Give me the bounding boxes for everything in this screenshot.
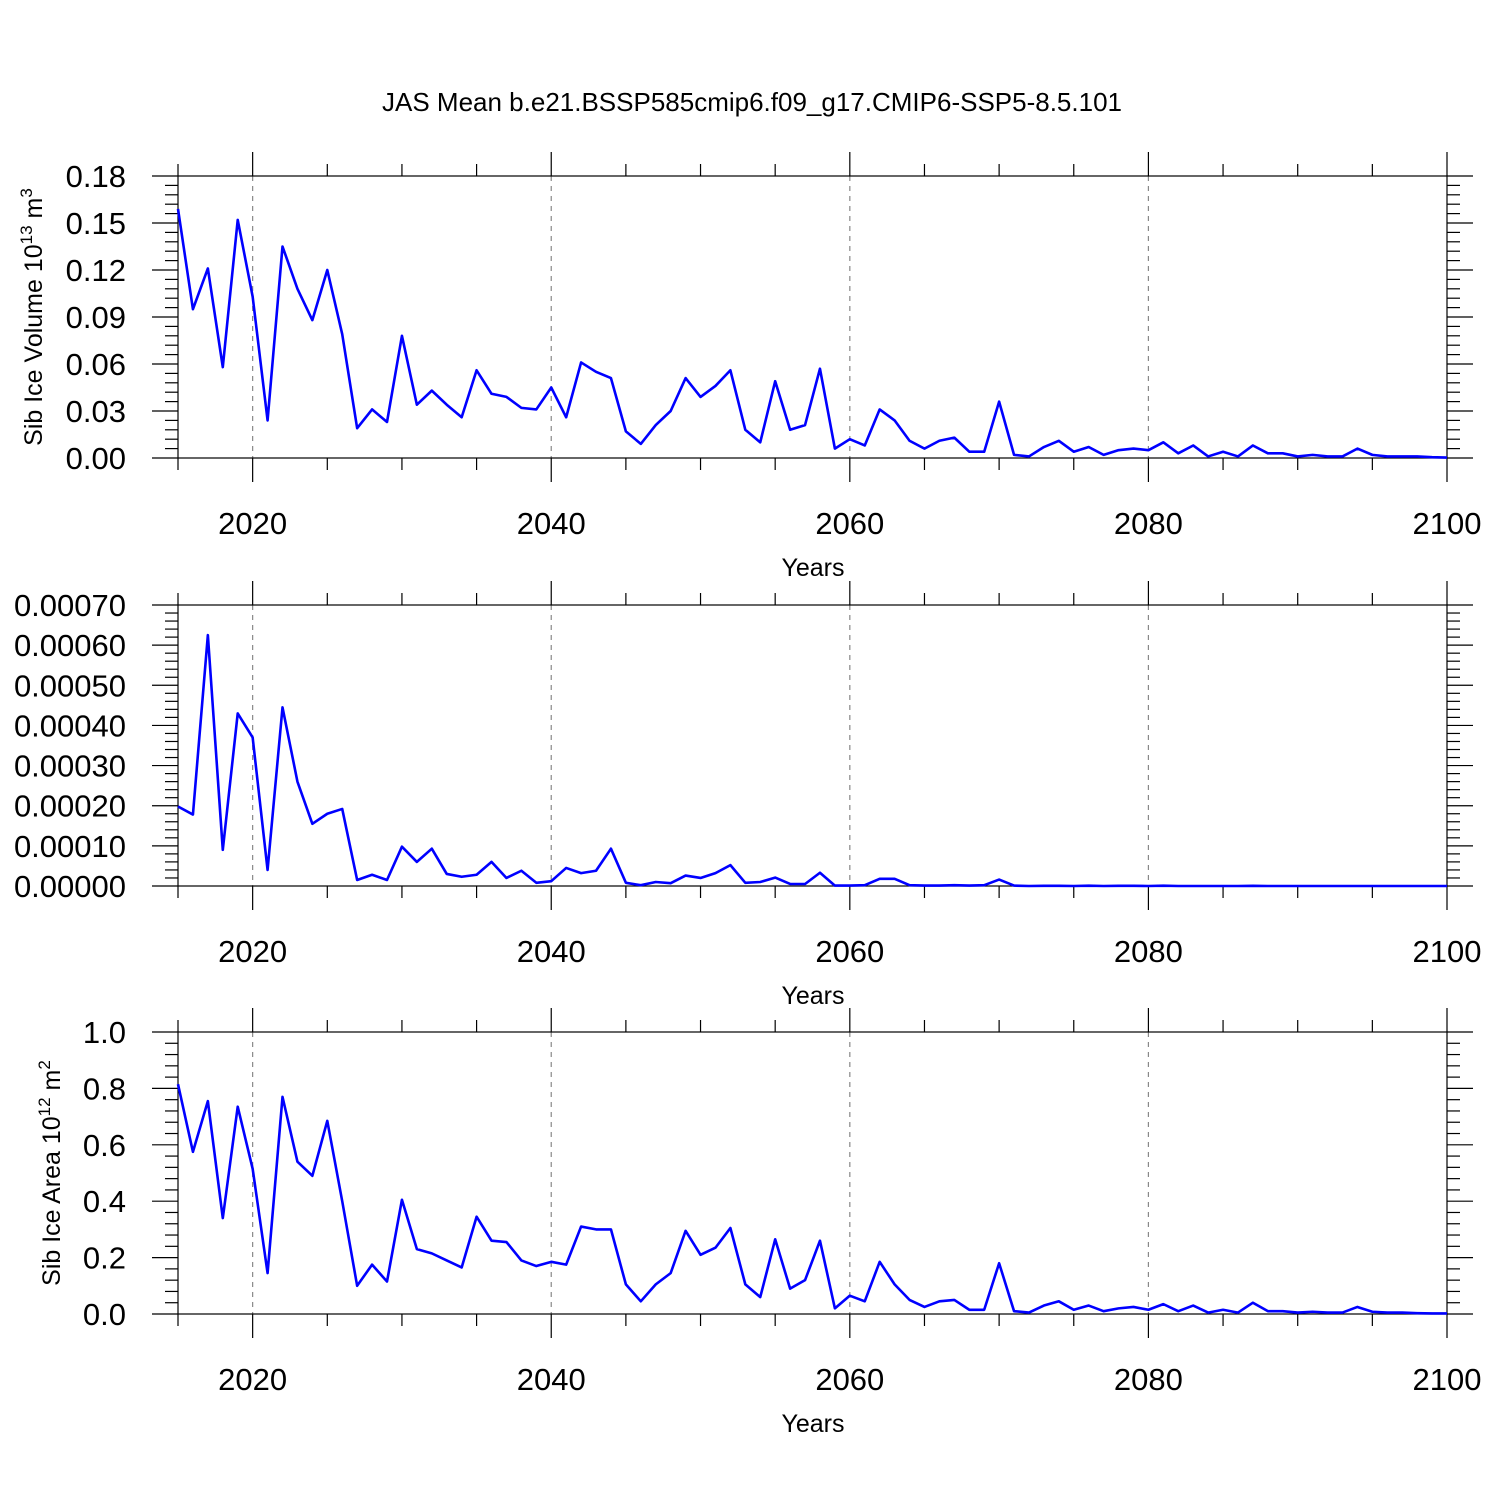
y-tick-label: 0.12 xyxy=(66,253,126,288)
y-tick-label: 0.00 xyxy=(66,441,126,476)
y-tick-label: 1.0 xyxy=(83,1015,126,1050)
y-tick-label: 0.09 xyxy=(66,300,126,335)
x-tick-label: 2100 xyxy=(1413,934,1482,969)
y-tick-label: 0.2 xyxy=(83,1241,126,1276)
x-tick-label: 2020 xyxy=(218,506,287,541)
y-tick-label: 0.00070 xyxy=(14,588,126,623)
x-tick-label: 2040 xyxy=(517,934,586,969)
x-tick-label: 2080 xyxy=(1114,1362,1183,1397)
y-tick-label: 0.18 xyxy=(66,159,126,194)
y-tick-label: 0.00060 xyxy=(14,628,126,663)
y-tick-label: 0.0 xyxy=(83,1297,126,1332)
x-tick-label: 2060 xyxy=(815,1362,884,1397)
x-tick-label: 2020 xyxy=(218,1362,287,1397)
y-tick-label: 0.6 xyxy=(83,1128,126,1163)
y-tick-label: 0.00040 xyxy=(14,708,126,743)
x-axis-title: Years xyxy=(781,982,844,1010)
y-tick-label: 0.03 xyxy=(66,394,126,429)
y-tick-label: 0.8 xyxy=(83,1071,126,1106)
x-tick-label: 2080 xyxy=(1114,506,1183,541)
y-tick-label: 0.15 xyxy=(66,206,126,241)
series-line-1 xyxy=(176,208,1448,459)
x-tick-label: 2040 xyxy=(517,506,586,541)
y-tick-label: 0.00010 xyxy=(14,829,126,864)
x-tick-label: 2080 xyxy=(1114,934,1183,969)
x-axis-title: Years xyxy=(781,554,844,582)
series-line-1 xyxy=(177,633,1447,888)
panel-3: 2020 2040 2060 2080 2100 Years 0.0 0.2 0.4 0.6 0.8… xyxy=(35,1008,1481,1438)
x-tick-label: 2100 xyxy=(1413,1362,1482,1397)
x-tick-label: 2060 xyxy=(815,934,884,969)
x-tick-label: 2020 xyxy=(218,934,287,969)
plot-frame xyxy=(177,604,1448,887)
plot-frame xyxy=(177,1031,1448,1315)
x-tick-label: 2040 xyxy=(517,1362,586,1397)
y-tick-label: 0.4 xyxy=(83,1184,126,1219)
y-tick-label: 0.00000 xyxy=(14,869,126,904)
y-tick-label: 0.00020 xyxy=(14,789,126,824)
panel-2: 2020 2040 2060 2080 2100 Years 0.00000 0.00010 0… xyxy=(14,581,1482,1010)
chart-title: JAS Mean b.e21.BSSP585cmip6.f09_g17.CMIP… xyxy=(382,87,1122,117)
panel-1: 2020 2040 2060 2080 2100 Years 0.00 0.03 0.06 0.0… xyxy=(17,152,1481,582)
x-axis-title: Years xyxy=(781,1410,844,1438)
panels: 2020 2040 2060 2080 2100 Years 0.00 0.03 0.06 0.0… xyxy=(14,152,1482,1438)
x-tick-label: 2100 xyxy=(1413,506,1482,541)
y-tick-label: 0.06 xyxy=(66,347,126,382)
y-axis-title: Sib Ice Area 1012 m2 xyxy=(35,1060,66,1286)
y-tick-label: 0.00030 xyxy=(14,749,126,784)
x-tick-label: 2060 xyxy=(815,506,884,541)
series-line-1 xyxy=(176,1083,1447,1315)
y-axis-title: Sib Ice Volume 1013 m3 xyxy=(17,188,48,446)
y-tick-label: 0.00050 xyxy=(14,668,126,703)
